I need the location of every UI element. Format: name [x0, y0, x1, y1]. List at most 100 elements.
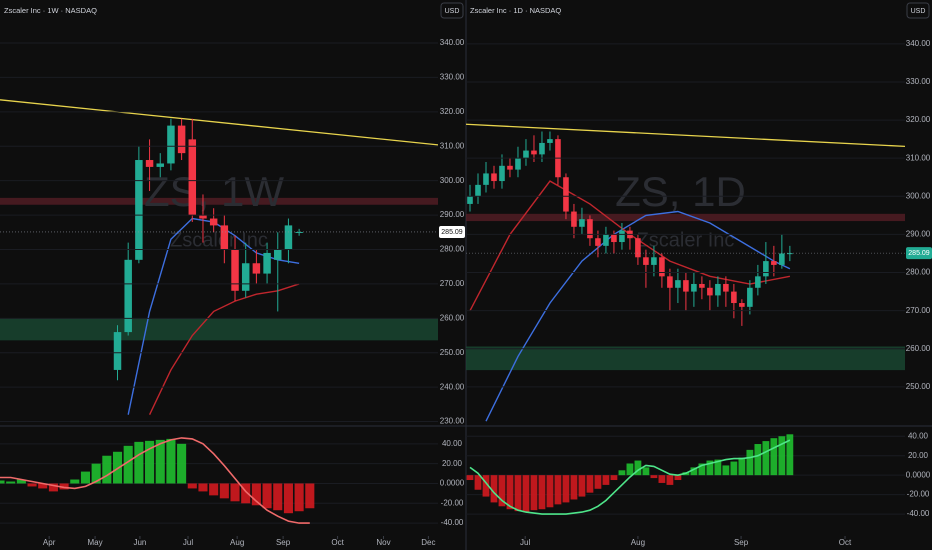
- histogram-bar: [690, 467, 698, 476]
- histogram-bar: [610, 475, 618, 481]
- candle-body: [747, 287, 753, 307]
- histogram-bar: [554, 475, 562, 505]
- candle-body: [274, 249, 282, 260]
- histogram-bar: [674, 475, 682, 481]
- x-tick-label: Sep: [276, 538, 291, 547]
- y-tick-label: 330.00: [440, 73, 465, 82]
- last-price-label: 285.09: [908, 250, 930, 257]
- candle-body: [523, 150, 529, 159]
- plot-area: [0, 437, 315, 524]
- y-tick-label: 310.00: [440, 141, 465, 150]
- histogram-bar: [562, 475, 570, 503]
- histogram-bar: [273, 483, 283, 511]
- candle-body: [499, 165, 505, 182]
- y-tick-label: 40.00: [442, 439, 463, 448]
- candle-body: [683, 280, 689, 292]
- y-tick-label: 280.00: [906, 268, 931, 277]
- price-zone: [466, 346, 905, 371]
- candle-body: [531, 150, 537, 155]
- x-tick-label: Aug: [230, 538, 244, 547]
- y-tick-label: -20.00: [441, 498, 464, 507]
- y-tick-label: 290.00: [440, 210, 465, 219]
- histogram-bar: [80, 471, 91, 484]
- y-tick-label: 260.00: [440, 313, 465, 322]
- histogram-bar: [642, 467, 650, 476]
- x-tick-label: Oct: [331, 538, 344, 547]
- y-tick-label: 290.00: [906, 230, 931, 239]
- y-tick-label: 320.00: [440, 107, 465, 116]
- histogram-bar: [538, 475, 546, 510]
- histogram-bar: [650, 475, 658, 479]
- x-tick-label: Nov: [376, 538, 390, 547]
- y-tick-label: 240.00: [440, 382, 465, 391]
- candle-body: [619, 230, 625, 243]
- histogram-bar: [482, 475, 490, 497]
- candle-body: [667, 276, 673, 288]
- y-tick-label: 330.00: [906, 77, 931, 86]
- histogram-bar: [474, 475, 482, 490]
- candle-body: [284, 225, 293, 250]
- x-tick-label: Dec: [421, 538, 435, 547]
- y-tick-label: -40.00: [907, 509, 930, 518]
- candle-body: [547, 139, 553, 143]
- price-zone: [466, 213, 905, 222]
- y-tick-label: 340.00: [440, 38, 465, 47]
- histogram-bar: [145, 440, 155, 484]
- x-tick-label: Sep: [734, 538, 749, 547]
- histogram-bar: [634, 460, 642, 476]
- histogram-bar: [27, 483, 37, 487]
- histogram-bar: [283, 483, 293, 514]
- candle-body: [779, 253, 785, 265]
- histogram-bar: [578, 475, 586, 497]
- histogram-bar: [91, 463, 101, 484]
- candle-body: [787, 253, 793, 255]
- x-tick-label: May: [88, 538, 103, 547]
- candle-body: [539, 142, 545, 155]
- histogram-bar: [722, 465, 730, 476]
- histogram-bar: [666, 475, 674, 485]
- candle-body: [587, 219, 593, 239]
- candle-body: [220, 225, 229, 250]
- y-tick-label: 0.0000: [440, 479, 465, 488]
- candle-body: [675, 280, 681, 288]
- histogram-bar: [546, 475, 554, 508]
- candle-body: [715, 283, 721, 296]
- moving-average: [148, 283, 300, 416]
- histogram-bar: [594, 475, 602, 489]
- candle-body: [611, 234, 617, 243]
- currency-box: [440, 2, 464, 19]
- candle-body: [199, 215, 207, 219]
- histogram-bar: [59, 483, 69, 490]
- histogram-bar: [48, 483, 58, 492]
- y-tick-label: 340.00: [906, 39, 931, 48]
- candle-body: [209, 218, 218, 226]
- candle-body: [241, 263, 250, 291]
- histogram-bar: [570, 475, 578, 500]
- x-tick-label: Jul: [520, 538, 530, 547]
- candle-body: [571, 211, 577, 227]
- histogram-bar: [626, 463, 634, 476]
- x-tick-label: Oct: [839, 538, 852, 547]
- candle-body: [135, 160, 143, 260]
- candle-body: [763, 261, 769, 277]
- y-tick-label: 310.00: [906, 153, 931, 162]
- histogram-bar: [522, 475, 530, 513]
- candle-body: [483, 173, 489, 185]
- histogram-bar: [262, 483, 272, 509]
- candle-body: [252, 263, 261, 274]
- candle-body: [475, 184, 481, 197]
- histogram-bar: [198, 483, 208, 492]
- histogram-bar: [294, 483, 304, 512]
- x-tick-label: Apr: [43, 538, 56, 547]
- y-tick-label: 250.00: [440, 348, 465, 357]
- histogram-bar: [219, 483, 229, 499]
- histogram-bar: [706, 460, 714, 476]
- histogram-bar: [618, 470, 626, 476]
- candle-body: [563, 177, 569, 212]
- x-tick-label: Jun: [133, 538, 146, 547]
- candle-body: [507, 165, 513, 170]
- candle-body: [603, 234, 609, 246]
- last-price-box: [439, 225, 465, 238]
- candle-body: [755, 276, 761, 288]
